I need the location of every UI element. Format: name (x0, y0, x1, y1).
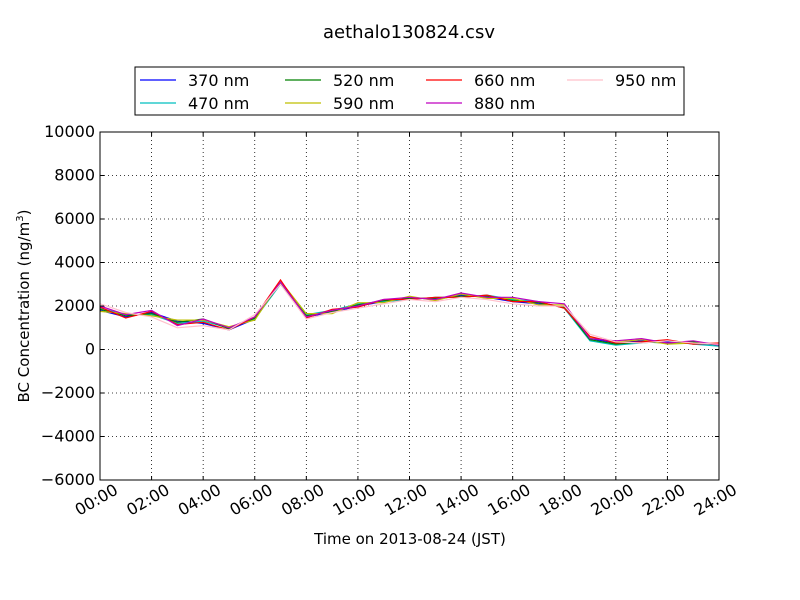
y-axis-label-main: BC Concentration (ng/m (15, 222, 33, 403)
legend-label: 370 nm (188, 71, 249, 90)
x-tick-label: 24:00 (691, 480, 740, 520)
chart-title: aethalo130824.csv (323, 22, 495, 43)
x-tick-label: 04:00 (175, 480, 224, 520)
series-line-880-nm (99, 281, 720, 346)
legend: 370 nm 470 nm 520 nm 590 nm 660 nm 880 nm 950 … (134, 66, 685, 116)
y-axis-label-close: ) (15, 210, 33, 216)
series-layer (99, 278, 720, 347)
legend-label: 950 nm (615, 71, 676, 90)
y-tick-label: 2000 (54, 296, 95, 315)
legend-label: 470 nm (188, 94, 249, 113)
plot-area (100, 132, 719, 480)
y-tick-label: −6000 (41, 470, 95, 489)
y-tick-label: −2000 (41, 383, 95, 402)
y-tick-label: 4000 (54, 253, 95, 272)
y-tick-label: 8000 (54, 166, 95, 185)
x-tick-label: 22:00 (639, 480, 688, 520)
legend-box (134, 66, 685, 116)
y-axis-label-sup: 3 (15, 215, 26, 221)
legend-label: 590 nm (333, 94, 394, 113)
y-tick-label: 0 (85, 340, 95, 359)
x-tick-label: 18:00 (536, 480, 585, 520)
x-tick-label: 20:00 (587, 480, 636, 520)
x-tick-label: 06:00 (226, 480, 275, 520)
y-tick-label: 10000 (44, 122, 95, 141)
x-tick-label: 08:00 (278, 480, 327, 520)
x-tick-label: 10:00 (330, 480, 379, 520)
x-tick-label: 14:00 (433, 480, 482, 520)
legend-label: 660 nm (474, 71, 535, 90)
y-tick-label: −4000 (41, 427, 95, 446)
x-axis-label: Time on 2013-08-24 (JST) (313, 530, 506, 548)
x-tick-label: 02:00 (123, 480, 172, 520)
y-axis-label: BC Concentration (ng/m3) (15, 210, 33, 403)
legend-label: 880 nm (474, 94, 535, 113)
legend-label: 520 nm (333, 71, 394, 90)
series-line-950-nm (99, 283, 720, 345)
x-tick-label: 16:00 (484, 480, 533, 520)
x-tick-label: 12:00 (381, 480, 430, 520)
y-tick-label: 6000 (54, 209, 95, 228)
